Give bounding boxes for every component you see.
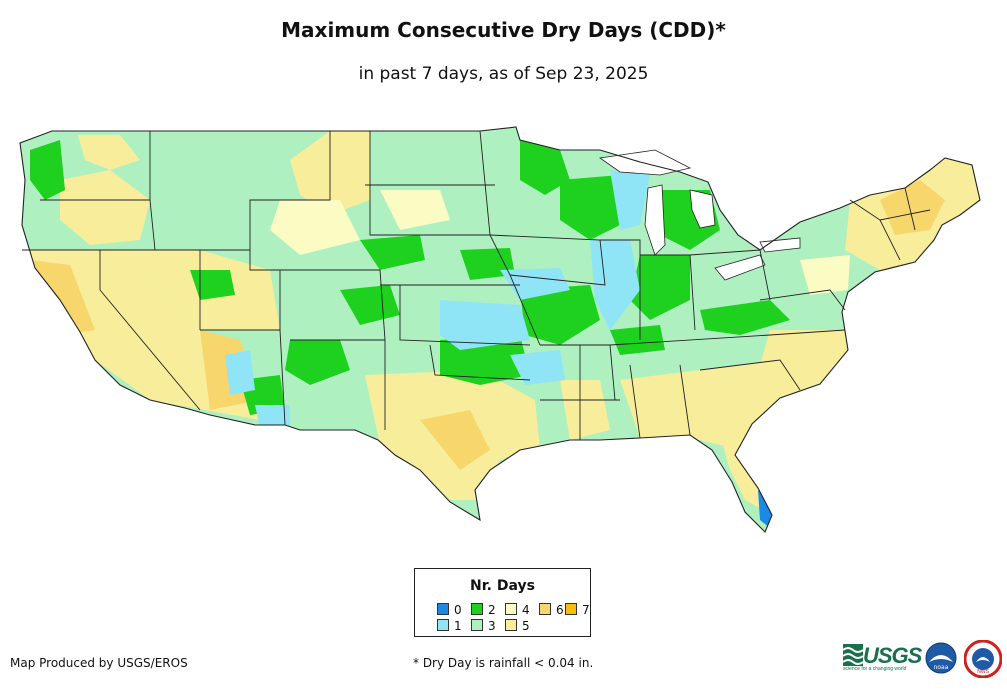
nws-logo-text: NWS: [977, 669, 989, 675]
legend-swatch: [437, 603, 449, 615]
legend-item-4: 4: [505, 603, 530, 617]
cdd-map: [19, 126, 981, 533]
legend-swatch: [539, 603, 551, 615]
map-subtitle: in past 7 days, as of Sep 23, 2025: [358, 64, 649, 84]
dry-day-footnote: * Dry Day is rainfall < 0.04 in.: [413, 656, 594, 670]
usgs-logo: USGS science for a changing world: [843, 643, 922, 672]
legend-swatch: [437, 619, 449, 631]
legend-item-6: 6: [539, 603, 564, 617]
noaa-logo-text: noaa: [934, 664, 949, 671]
usgs-wordmark: USGS: [863, 643, 922, 668]
legend-item-5: 5: [505, 619, 530, 633]
legend-swatch: [505, 619, 517, 631]
legend-item-2: 2: [471, 603, 496, 617]
legend-item-0: 0: [437, 603, 462, 617]
map-title: Maximum Consecutive Dry Days (CDD)*: [281, 18, 726, 42]
producer-credit: Map Produced by USGS/EROS: [10, 656, 188, 670]
legend-item-7: 7: [565, 603, 590, 617]
usgs-wave-icon: [843, 644, 863, 666]
nws-logo-icon: NWS: [964, 640, 1002, 678]
legend: Nr. Days 0 1 2 3 4 5 6 7: [414, 568, 591, 637]
legend-swatch: [471, 619, 483, 631]
legend-swatch: [471, 603, 483, 615]
noaa-logo-icon: noaa: [925, 642, 957, 674]
legend-title: Nr. Days: [470, 578, 535, 594]
legend-item-1: 1: [437, 619, 462, 633]
legend-item-3: 3: [471, 619, 496, 633]
legend-swatch: [565, 603, 577, 615]
legend-swatch: [505, 603, 517, 615]
usgs-tagline: science for a changing world: [843, 666, 907, 672]
